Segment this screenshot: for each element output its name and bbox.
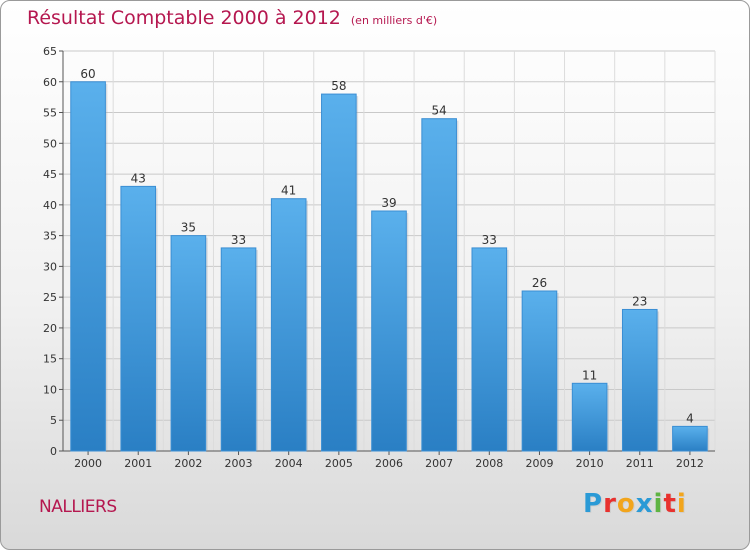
bar-value-label: 33	[482, 233, 497, 247]
bar	[70, 81, 106, 452]
chart-title: Résultat Comptable 2000 à 2012 (en millie…	[27, 7, 437, 29]
bar-value-label: 43	[131, 171, 146, 185]
bar-value-label: 58	[331, 79, 346, 93]
brand-letter: i	[653, 489, 664, 519]
brand-letter: x	[635, 489, 654, 519]
bar	[672, 425, 708, 452]
x-tick-label: 2001	[124, 457, 152, 470]
brand-letter: P	[583, 489, 604, 519]
chart-unit: (en milliers d'€)	[350, 14, 438, 27]
x-tick-label: 2005	[325, 457, 353, 470]
x-tick-label: 2009	[525, 457, 553, 470]
y-tick-label: 25	[43, 291, 57, 304]
brand-letter: o	[616, 489, 636, 519]
bar-value-label: 23	[632, 294, 647, 308]
commune-name: NALLIERS	[39, 497, 117, 517]
x-tick-label: 2012	[676, 457, 704, 470]
bar-value-label: 41	[281, 184, 296, 198]
brand-letter: i	[676, 489, 687, 519]
brand-letter: r	[603, 489, 617, 519]
y-tick-label: 60	[43, 76, 57, 89]
bar-value-label: 11	[582, 368, 597, 382]
y-tick-label: 65	[43, 45, 57, 58]
x-tick-label: 2011	[626, 457, 654, 470]
brand-letter: t	[663, 489, 677, 519]
y-tick-label: 0	[50, 445, 57, 458]
y-tick-label: 35	[43, 230, 57, 243]
labels: 0 5 10 15 20 25 30 35 40 45 50 55 60 65 60 2000 43 2001 35…	[43, 45, 704, 470]
y-tick-label: 45	[43, 168, 57, 181]
y-tick-label: 5	[50, 414, 57, 427]
y-tick-label: 10	[43, 383, 57, 396]
bar-value-label: 35	[181, 221, 196, 235]
bar	[421, 118, 457, 452]
y-tick-label: 15	[43, 353, 57, 366]
bar	[571, 382, 608, 452]
x-tick-label: 2010	[576, 457, 604, 470]
bar-value-label: 33	[231, 233, 246, 247]
x-tick-label: 2000	[74, 457, 102, 470]
bar	[621, 308, 658, 452]
bar-value-label: 60	[80, 67, 95, 81]
bar	[471, 247, 508, 452]
x-tick-label: 2002	[174, 457, 202, 470]
bar-value-label: 54	[432, 104, 447, 118]
proxiti-logo[interactable]: Proxiti	[583, 489, 687, 519]
y-tick-label: 30	[43, 260, 57, 273]
x-tick-label: 2006	[375, 457, 403, 470]
y-tick-label: 40	[43, 199, 57, 212]
bar	[270, 198, 307, 452]
bars	[70, 81, 710, 452]
y-tick-label: 20	[43, 322, 57, 335]
bar-value-label: 26	[532, 276, 547, 290]
bar	[371, 210, 407, 452]
bar	[521, 290, 558, 452]
y-tick-label: 50	[43, 137, 57, 150]
x-tick-label: 2008	[475, 457, 503, 470]
x-tick-label: 2003	[225, 457, 253, 470]
bar	[321, 93, 357, 452]
bar-value-label: 4	[686, 411, 694, 425]
bar-value-label: 39	[381, 196, 396, 210]
bar	[170, 235, 207, 452]
chart-title-text: Résultat Comptable 2000 à 2012	[27, 7, 341, 29]
bar	[120, 185, 157, 452]
y-tick-label: 55	[43, 107, 57, 120]
x-tick-label: 2004	[275, 457, 303, 470]
bar	[220, 247, 257, 452]
x-tick-label: 2007	[425, 457, 453, 470]
